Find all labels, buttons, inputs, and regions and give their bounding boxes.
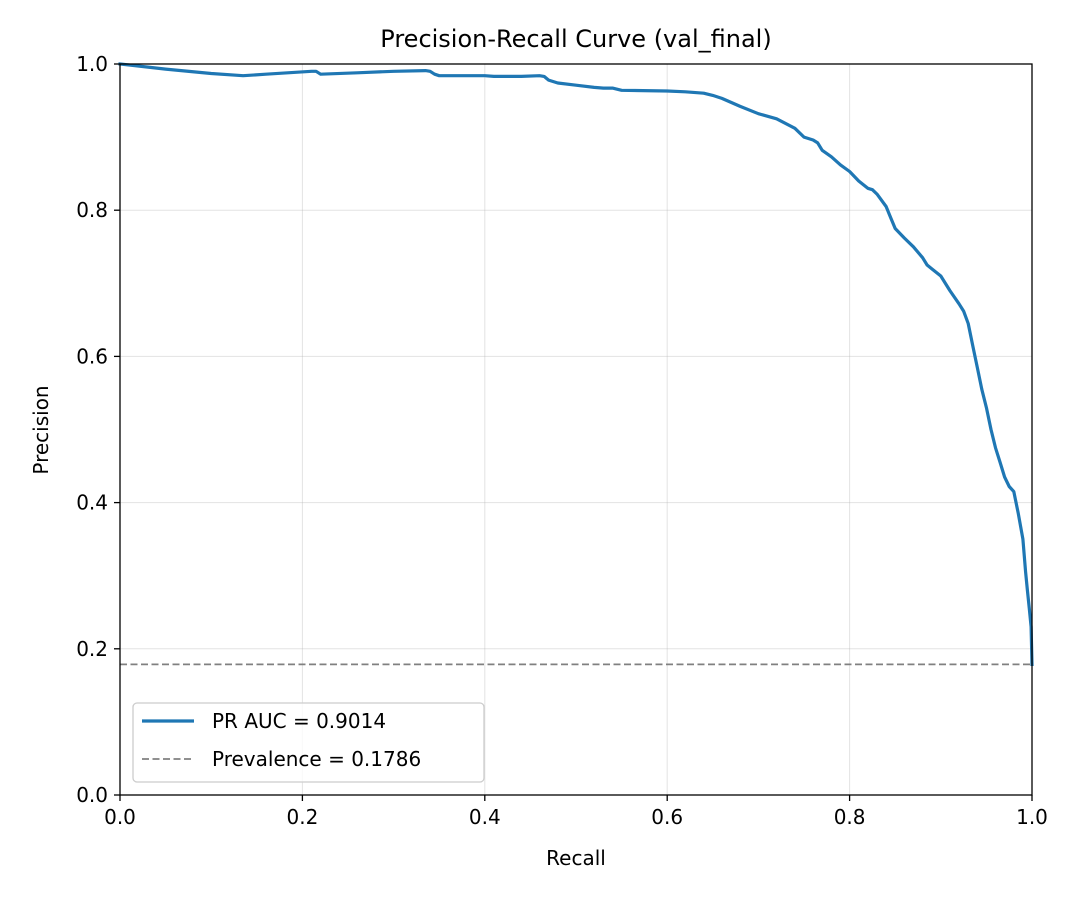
- y-tick-label: 0.2: [76, 637, 108, 661]
- x-axis-label: Recall: [546, 846, 606, 870]
- x-tick-label: 0.4: [469, 805, 501, 829]
- pr-curve-line: [118, 62, 1034, 667]
- axis-ticks: 0.0 0.2 0.4 0.6 0.8 1.0 0.0 0.2 0.4 0.6 0.8 1.0: [76, 52, 1048, 829]
- legend-label-prevalence: Prevalence = 0.1786: [212, 747, 421, 771]
- legend-label-pr-auc: PR AUC = 0.9014: [212, 709, 386, 733]
- x-tick-label: 0.2: [286, 805, 318, 829]
- y-tick-label: 1.0: [76, 52, 108, 76]
- y-tick-label: 0.0: [76, 783, 108, 807]
- x-tick-label: 1.0: [1016, 805, 1048, 829]
- chart-title: Precision-Recall Curve (val_final): [380, 25, 771, 53]
- y-tick-label: 0.6: [76, 344, 108, 368]
- plot-series: [118, 62, 1034, 667]
- plot-frame: [119, 63, 1033, 796]
- legend-box: [132, 702, 485, 783]
- x-tick-label: 0.8: [834, 805, 866, 829]
- y-axis-label: Precision: [29, 385, 53, 474]
- y-tick-label: 0.8: [76, 198, 108, 222]
- x-tick-label: 0.6: [651, 805, 683, 829]
- y-tick-label: 0.4: [76, 491, 108, 515]
- grid: [119, 63, 1033, 796]
- legend: PR AUC = 0.9014 Prevalence = 0.1786: [132, 702, 485, 783]
- x-tick-label: 0.0: [104, 805, 136, 829]
